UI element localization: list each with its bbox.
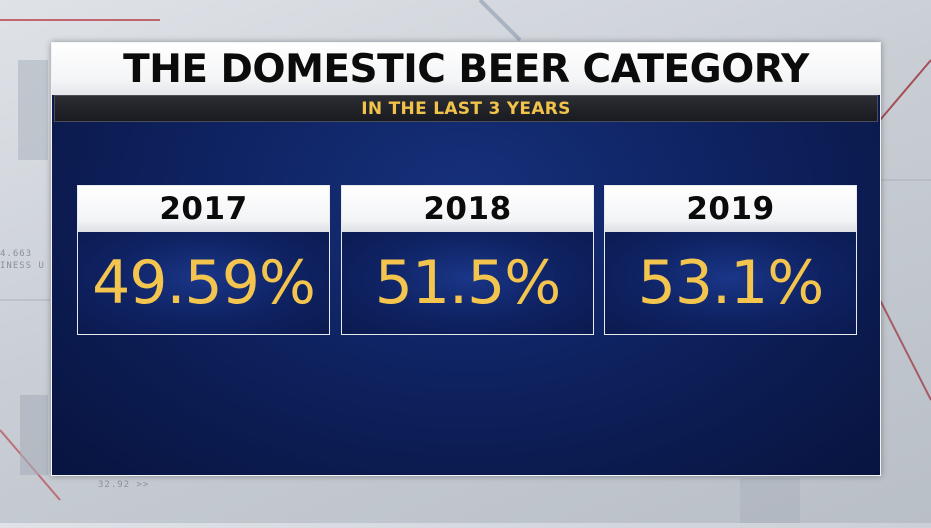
stat-year: 2018 bbox=[423, 191, 512, 227]
graphic-title: THE DOMESTIC BEER CATEGORY bbox=[123, 46, 809, 92]
background-ticker-line: 32.92 >> bbox=[98, 480, 150, 490]
stat-card-header: 2018 bbox=[342, 186, 593, 232]
stat-value: 51.5% bbox=[374, 248, 562, 318]
stat-year: 2017 bbox=[159, 191, 248, 227]
stat-card-2018: 2018 51.5% bbox=[341, 185, 594, 335]
stat-card-body: 53.1% bbox=[605, 232, 856, 334]
graphic-panel: THE DOMESTIC BEER CATEGORY IN THE LAST 3… bbox=[51, 42, 881, 476]
stat-card-body: 49.59% bbox=[78, 232, 329, 334]
stat-card-header: 2019 bbox=[605, 186, 856, 232]
stat-card-header: 2017 bbox=[78, 186, 329, 232]
stat-card-2019: 2019 53.1% bbox=[604, 185, 857, 335]
background-ticker-line: INESS U bbox=[0, 261, 45, 271]
title-bar: THE DOMESTIC BEER CATEGORY bbox=[52, 43, 880, 95]
subtitle-bar: IN THE LAST 3 YEARS bbox=[54, 95, 878, 122]
graphic-subtitle: IN THE LAST 3 YEARS bbox=[361, 98, 571, 119]
background-ticker-line: 4.663 bbox=[0, 249, 33, 259]
stat-year: 2019 bbox=[686, 191, 775, 227]
stat-card-body: 51.5% bbox=[342, 232, 593, 334]
stat-value: 49.59% bbox=[92, 248, 316, 318]
stat-value: 53.1% bbox=[637, 248, 825, 318]
stat-card-2017: 2017 49.59% bbox=[77, 185, 330, 335]
